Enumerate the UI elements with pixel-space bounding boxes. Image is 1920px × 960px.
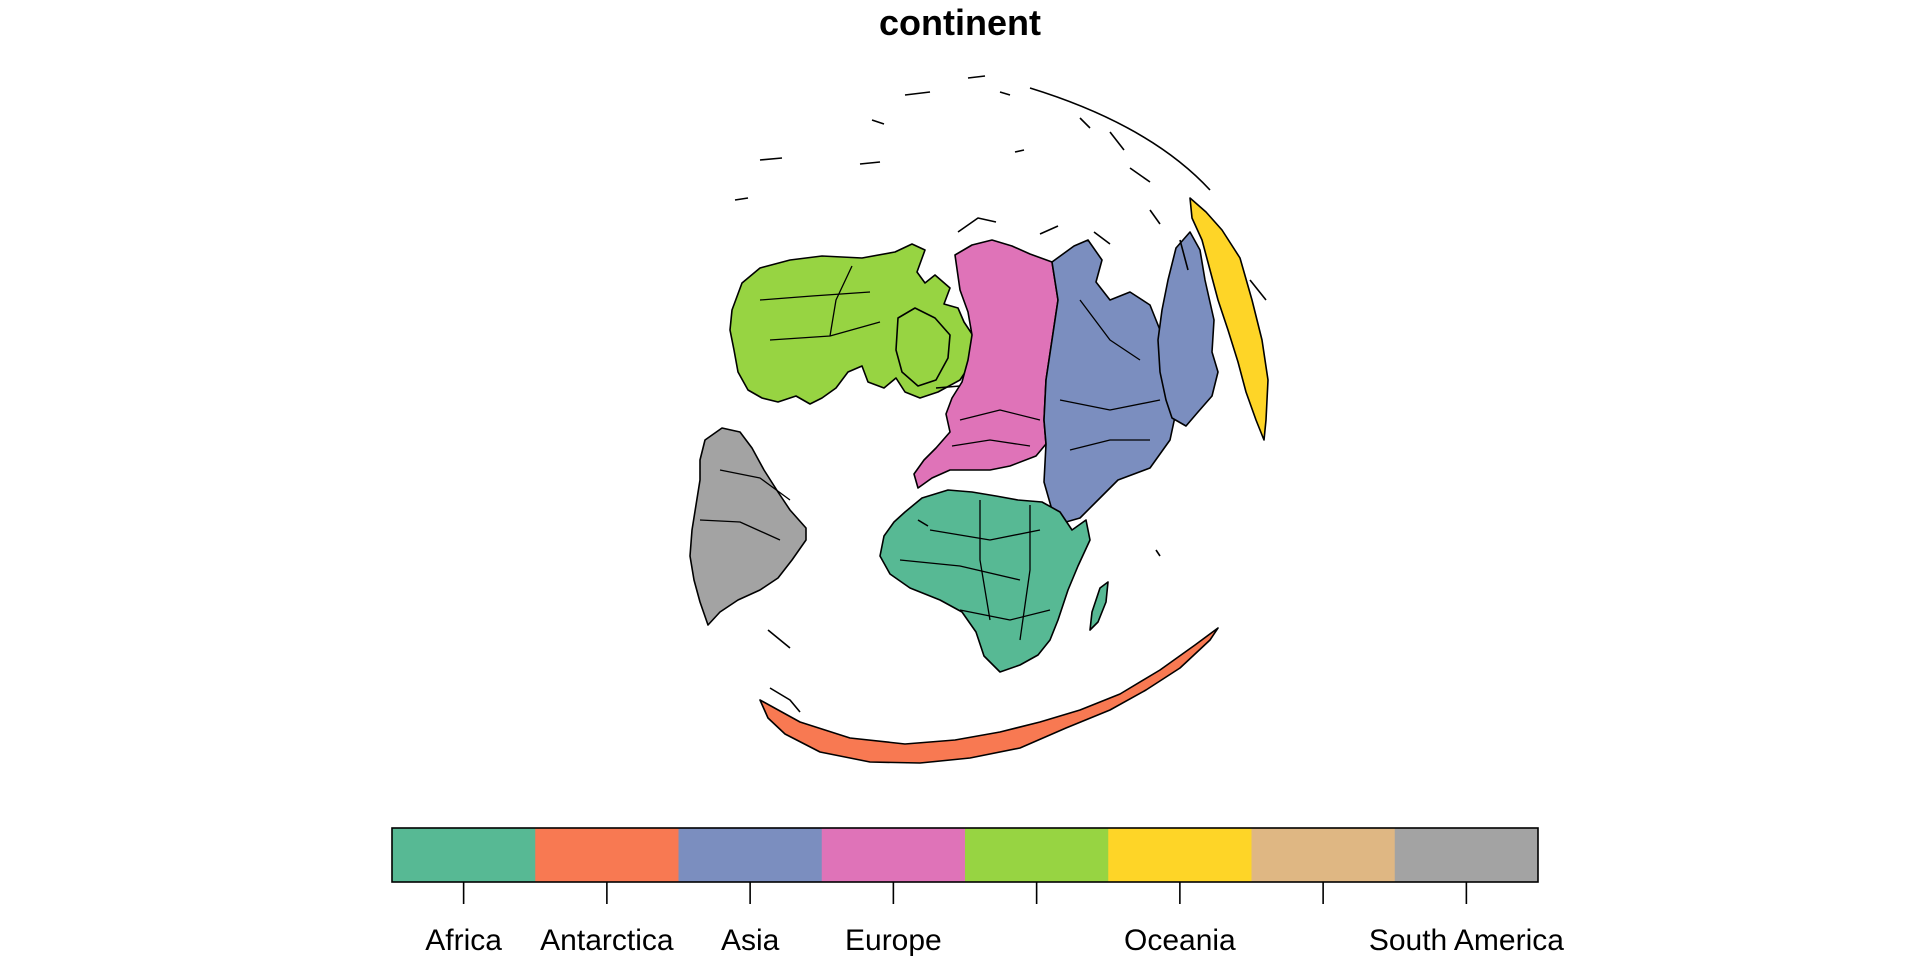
legend-swatch [1108, 828, 1252, 882]
legend-swatch [392, 828, 536, 882]
legend-label: Asia [720, 924, 780, 957]
region-east-asia [1157, 231, 1219, 427]
legend-label: South America [1368, 924, 1564, 957]
legend-label: Oceania [1124, 924, 1236, 957]
legend-swatch [678, 828, 823, 882]
legend-swatch [965, 828, 1109, 882]
legend-swatch [535, 828, 679, 882]
map-title: continent [879, 2, 1041, 43]
legend-swatch [1394, 828, 1539, 882]
country-borders [699, 265, 1161, 641]
region-asia [1043, 239, 1177, 523]
region-europe [913, 239, 1059, 489]
legend-label: Africa [425, 924, 502, 957]
legend-swatch [821, 828, 966, 882]
arctic-fragments [734, 75, 1267, 713]
legend-swatch [1251, 828, 1396, 882]
world-map [689, 75, 1269, 764]
legend-frame [391, 827, 1539, 883]
legend-label: Antarctica [540, 924, 674, 957]
region-africa [879, 489, 1091, 673]
region-madagascar [1089, 581, 1109, 631]
region-antarctica [759, 627, 1219, 764]
region-south-america [689, 427, 807, 626]
region-greenland [895, 307, 951, 387]
region-oceania [1189, 197, 1269, 441]
legend-label: Europe [845, 924, 942, 957]
